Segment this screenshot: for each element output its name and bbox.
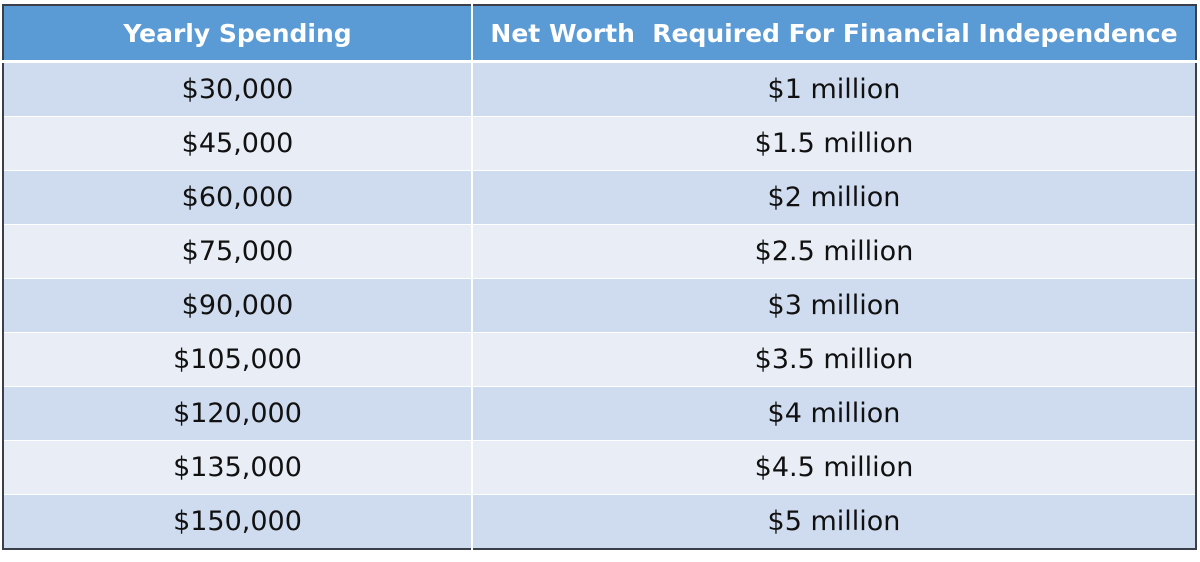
table-cell: $150,000: [3, 494, 472, 549]
table-row: $75,000 $2.5 million: [3, 224, 1196, 279]
table-cell: $30,000: [3, 61, 472, 117]
data-table: Yearly Spending Net Worth Required For F…: [2, 4, 1197, 550]
table-row: $135,000 $4.5 million: [3, 440, 1196, 495]
table-cell: $2 million: [471, 170, 1196, 225]
table-cell: $60,000: [3, 170, 472, 225]
table-cell: $45,000: [3, 116, 472, 171]
table-row: $45,000 $1.5 million: [3, 116, 1196, 171]
table-cell: $105,000: [3, 332, 472, 387]
table-row: $150,000 $5 million: [3, 494, 1196, 549]
header-cell: Net Worth Required For Financial Indepen…: [471, 5, 1196, 63]
table-cell: $1.5 million: [471, 116, 1196, 171]
table-cell: $3.5 million: [471, 332, 1196, 387]
table-body: $30,000 $1 million $45,000 $1.5 million $60,…: [3, 61, 1196, 549]
header-row: Yearly Spending Net Worth Required For F…: [3, 5, 1196, 63]
table-cell: $135,000: [3, 440, 472, 495]
table-row: $105,000 $3.5 million: [3, 332, 1196, 387]
table-cell: $4.5 million: [471, 440, 1196, 495]
table-row: $90,000 $3 million: [3, 278, 1196, 333]
table-cell: $5 million: [471, 494, 1196, 549]
table-cell: $120,000: [3, 386, 472, 441]
table-row: $30,000 $1 million: [3, 61, 1196, 117]
table-row: $120,000 $4 million: [3, 386, 1196, 441]
table-header: Yearly Spending Net Worth Required For F…: [3, 5, 1196, 63]
table-cell: $4 million: [471, 386, 1196, 441]
table-cell: $1 million: [471, 61, 1196, 117]
table-row: $60,000 $2 million: [3, 170, 1196, 225]
table-cell: $2.5 million: [471, 224, 1196, 279]
header-cell: Yearly Spending: [3, 5, 472, 63]
table-cell: $90,000: [3, 278, 472, 333]
table-cell: $75,000: [3, 224, 472, 279]
table-cell: $3 million: [471, 278, 1196, 333]
